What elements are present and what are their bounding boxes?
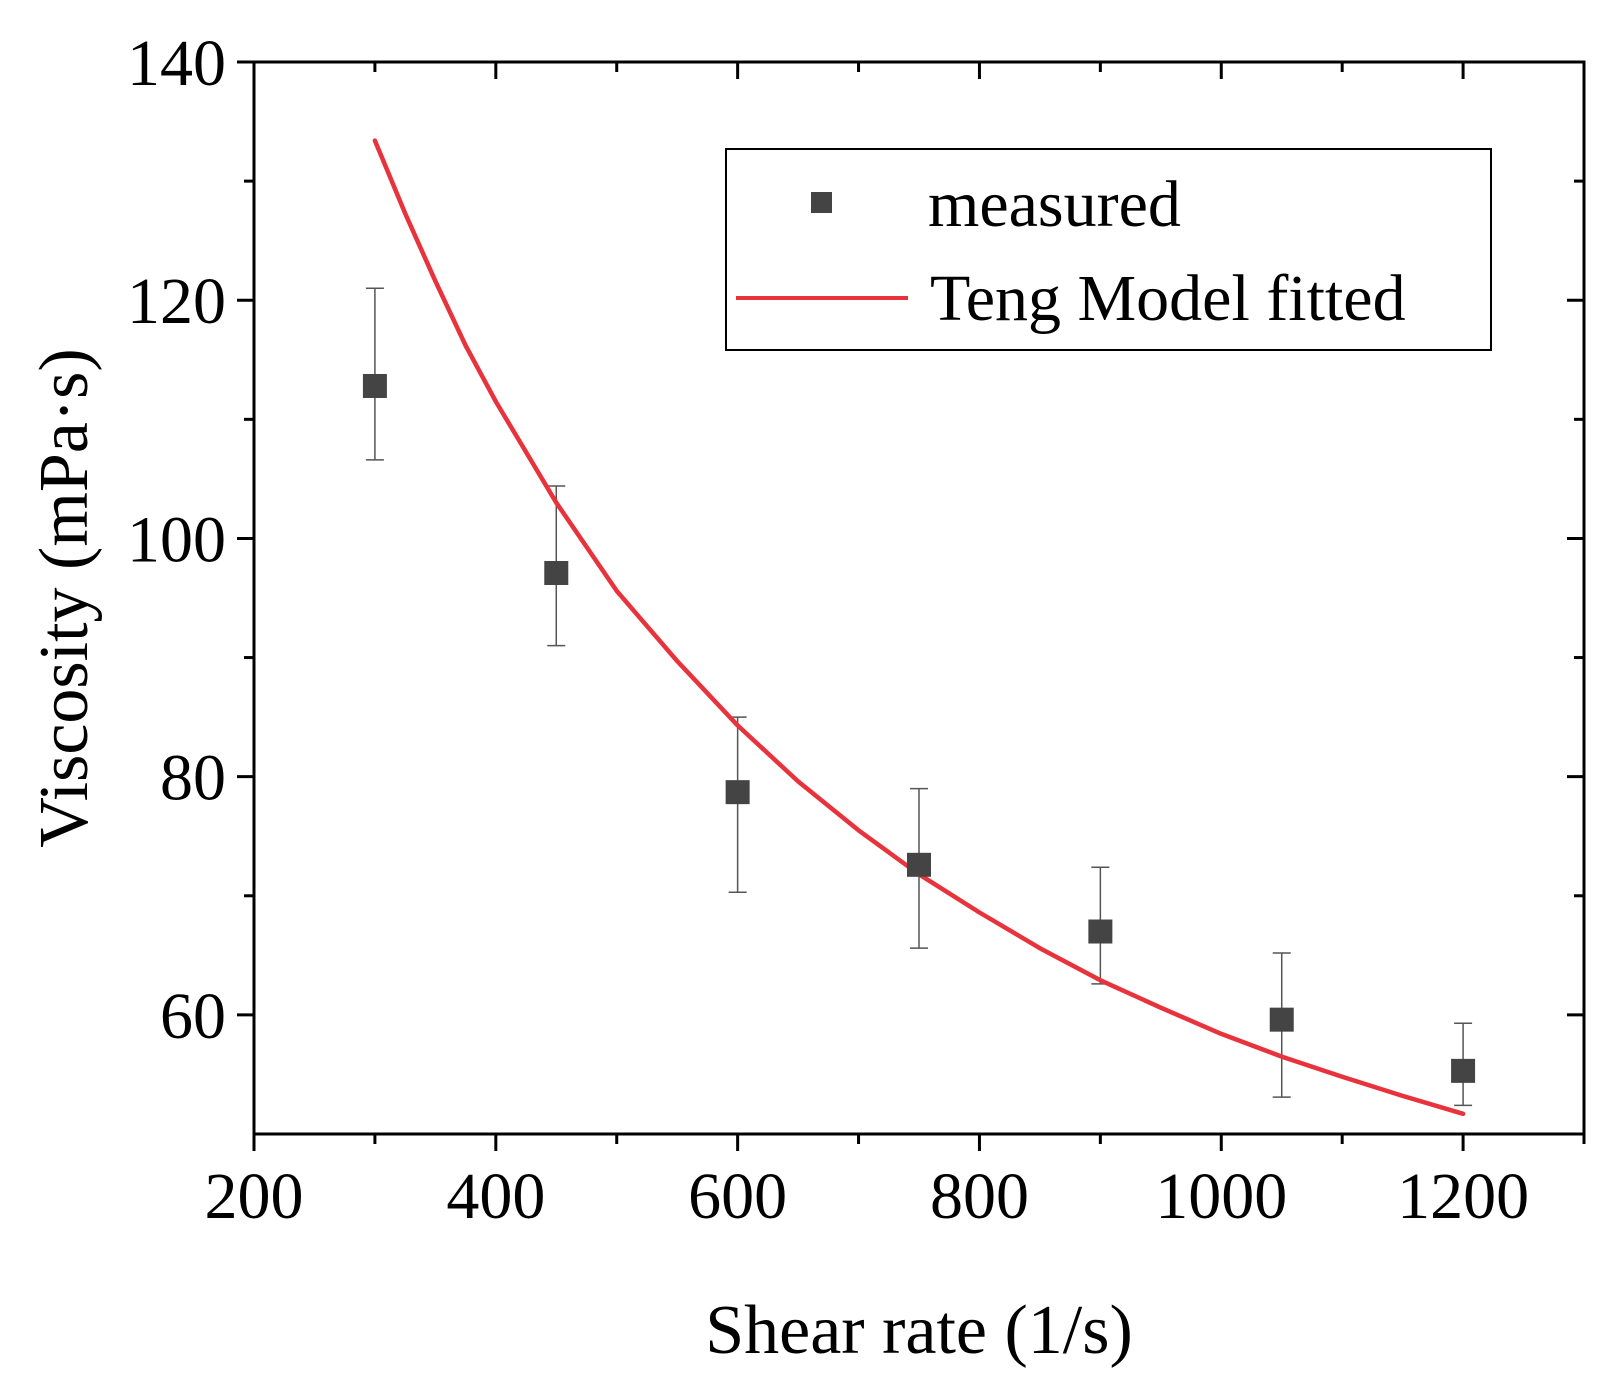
axis-ticks-group [237, 60, 1586, 1151]
error-bars-group [365, 287, 1473, 1107]
y-tick-label: 100 [127, 503, 226, 576]
tick-labels-group: 200 400 600 800 1000 1200 60 80 100 120 140 [127, 27, 1529, 1233]
y-tick-label: 60 [160, 980, 226, 1053]
measured-point [1269, 1007, 1294, 1032]
x-axis-label: Shear rate (1/s) [705, 1292, 1133, 1369]
legend-box [725, 148, 1492, 351]
measured-point [907, 852, 931, 877]
y-tick-label: 120 [127, 265, 226, 338]
measured-point [362, 373, 387, 398]
y-tick-label: 140 [127, 27, 226, 100]
y-tick-label: 80 [160, 742, 226, 815]
x-tick-label: 800 [930, 1160, 1029, 1233]
measured-markers-group [362, 373, 1476, 1083]
measured-point [725, 780, 750, 805]
legend-marker-measured [811, 192, 832, 213]
x-tick-label: 200 [205, 1160, 304, 1233]
plot-frame [252, 60, 1586, 1136]
measured-point [1088, 919, 1113, 944]
measured-point [544, 560, 569, 585]
x-tick-label: 1200 [1397, 1160, 1529, 1233]
measured-point [1451, 1058, 1476, 1083]
legend-label-fitted: Teng Model fitted [930, 262, 1406, 335]
x-tick-label: 400 [446, 1160, 545, 1233]
x-tick-label: 600 [688, 1160, 787, 1233]
legend: measured Teng Model fitted [725, 148, 1492, 351]
fitted-line-group [372, 138, 1466, 1117]
y-axis-label: Viscosity (mPa·s) [26, 348, 103, 847]
legend-label-measured: measured [928, 168, 1181, 241]
fitted-curve-line [372, 138, 1466, 1117]
x-tick-label: 1000 [1155, 1160, 1287, 1233]
